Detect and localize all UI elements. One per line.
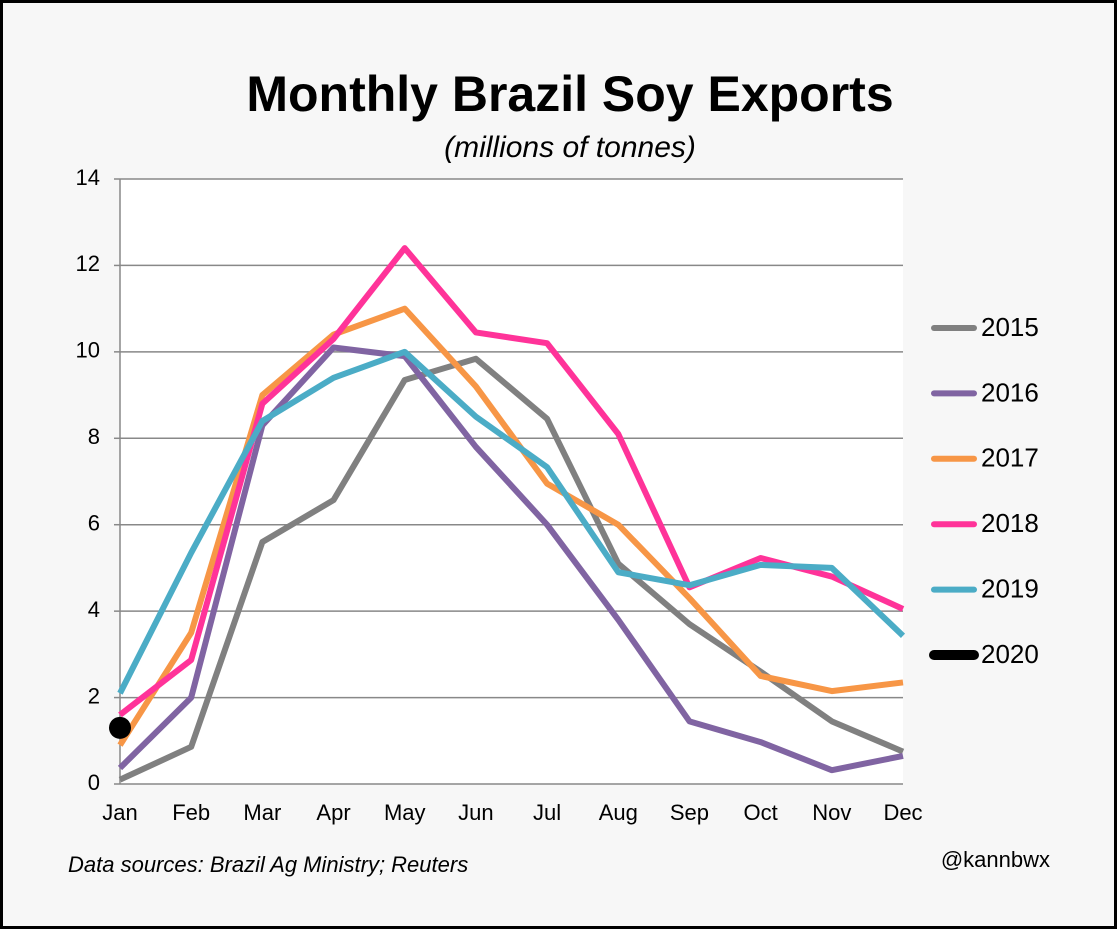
legend-label: 2015 (981, 312, 1039, 342)
x-tick-label: Jun (458, 800, 493, 825)
y-tick-label: 4 (88, 597, 100, 622)
x-tick-label: Sep (670, 800, 709, 825)
x-tick-label: Aug (599, 800, 638, 825)
series-line (117, 344, 904, 774)
x-tick-label: May (384, 800, 426, 825)
x-tick-label: Jul (533, 800, 561, 825)
y-tick-label: 0 (88, 770, 100, 795)
x-tick-label: Apr (316, 800, 350, 825)
credit: @kannbwx (941, 847, 1050, 872)
y-tick-label: 2 (88, 683, 100, 708)
y-tick-label: 14 (76, 165, 100, 190)
chart-title: Monthly Brazil Soy Exports (246, 66, 893, 122)
y-tick-label: 6 (88, 511, 100, 536)
y-tick-label: 10 (76, 338, 100, 363)
legend-label: 2018 (981, 508, 1039, 538)
series-line (117, 305, 904, 747)
legend-label: 2019 (981, 573, 1039, 603)
x-tick-label: Jan (102, 800, 137, 825)
x-tick-label: Dec (883, 800, 922, 825)
legend-label: 2020 (981, 639, 1039, 669)
x-tick-label: Oct (744, 800, 778, 825)
series-line (117, 348, 906, 695)
x-tick-label: Nov (812, 800, 851, 825)
data-point (109, 716, 131, 739)
legend-label: 2016 (981, 377, 1039, 407)
x-tick-label: Mar (243, 800, 281, 825)
chart-subtitle: (millions of tonnes) (444, 131, 696, 164)
y-tick-label: 8 (88, 424, 100, 449)
source-note: Data sources: Brazil Ag Ministry; Reuter… (68, 852, 468, 877)
y-tick-label: 12 (76, 251, 100, 276)
x-tick-label: Feb (172, 800, 210, 825)
legend-label: 2017 (981, 443, 1039, 473)
